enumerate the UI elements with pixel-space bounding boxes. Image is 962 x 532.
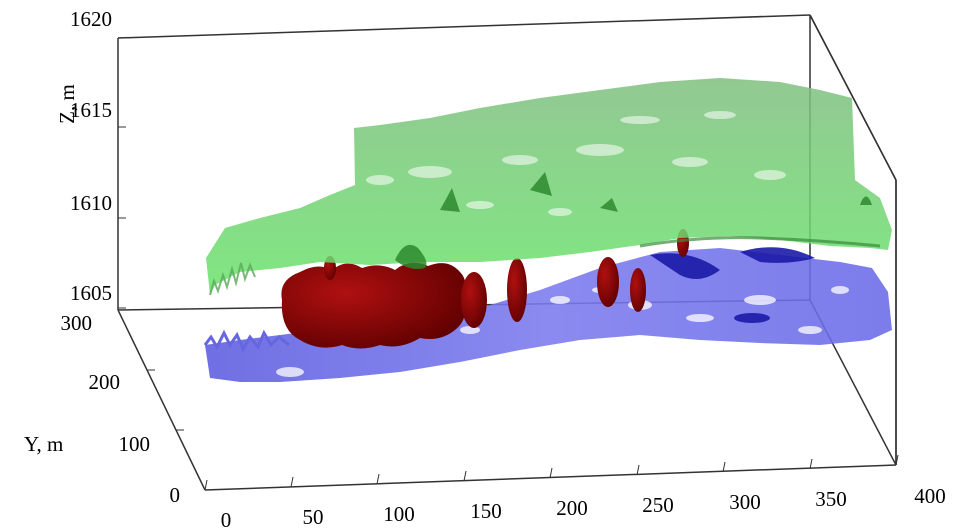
y-tick-label: 200 — [89, 370, 121, 394]
y-tick-label: 0 — [170, 483, 181, 507]
x-axis: 0 50 100 150 200 250 300 350 400 — [204, 454, 946, 532]
z-tick-label: 1615 — [70, 98, 112, 122]
x-tick-label: 200 — [556, 496, 588, 520]
x-tick-label: 350 — [815, 487, 847, 511]
z-tick-label: 1620 — [70, 7, 112, 31]
x-tick-label: 0 — [221, 508, 232, 532]
y-axis: 300 200 100 0 Y, m — [24, 309, 213, 507]
y-tick-label: 100 — [119, 432, 151, 456]
x-tick-label: 100 — [383, 502, 415, 526]
z-axis-label: Z, m — [55, 84, 79, 124]
z-tick-label: 1605 — [70, 281, 112, 305]
x-tick-label: 400 — [914, 484, 946, 508]
z-axis: 1620 1615 1610 1605 Z, m — [55, 7, 126, 309]
front-edges — [809, 14, 897, 465]
upper-surface — [206, 78, 892, 296]
y-tick-label: 300 — [61, 311, 93, 335]
x-tick-label: 300 — [729, 490, 761, 514]
x-tick-label: 250 — [642, 493, 674, 517]
y-axis-label: Y, m — [24, 432, 63, 456]
x-tick-label: 50 — [303, 505, 324, 529]
x-tick-label: 150 — [470, 499, 502, 523]
z-tick-label: 1610 — [70, 191, 112, 215]
